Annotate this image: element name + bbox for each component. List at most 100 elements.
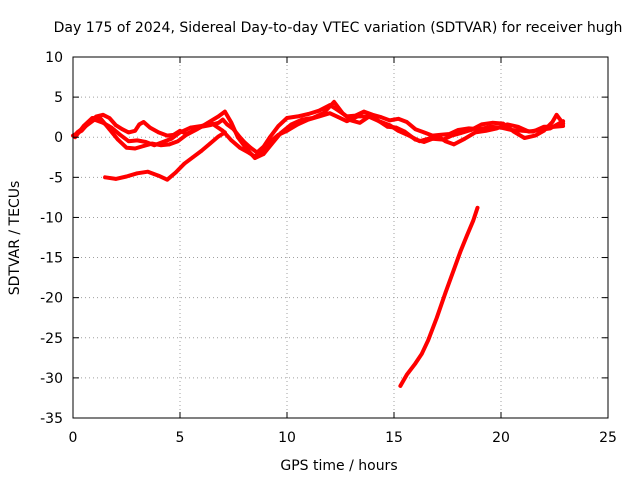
data-point	[90, 116, 95, 120]
data-point	[394, 125, 398, 130]
data-point	[413, 361, 418, 366]
data-point	[103, 175, 107, 180]
data-point	[261, 152, 266, 156]
data-point	[542, 129, 546, 133]
data-point	[516, 125, 520, 129]
data-point	[114, 177, 118, 181]
y-tick-label: 10	[45, 50, 63, 66]
data-point	[471, 218, 476, 223]
data-point	[216, 114, 221, 119]
data-point	[216, 121, 221, 125]
data-point	[458, 250, 463, 254]
x-tick-label: 0	[69, 430, 78, 446]
data-point	[276, 124, 281, 128]
data-point	[405, 372, 409, 377]
data-point	[441, 137, 446, 142]
data-point	[208, 141, 212, 146]
data-point	[161, 140, 165, 144]
data-point	[435, 315, 439, 320]
plot-frame	[72, 56, 609, 419]
data-point	[124, 174, 129, 179]
data-point	[321, 111, 326, 115]
data-point	[377, 119, 381, 123]
data-point	[362, 109, 366, 114]
x-tick-label: 15	[385, 430, 403, 446]
data-point	[141, 120, 146, 124]
data-point	[236, 135, 240, 139]
data-point	[310, 116, 315, 120]
data-point	[158, 143, 163, 147]
x-tick-label: 10	[278, 430, 296, 446]
data-point	[494, 126, 499, 131]
data-point	[554, 113, 559, 117]
y-tick-label: -10	[40, 210, 63, 226]
data-point	[385, 125, 390, 129]
data-point	[522, 136, 527, 140]
data-point	[116, 137, 120, 142]
data-point	[195, 127, 199, 131]
y-tick-label: -20	[40, 291, 63, 307]
y-tick-label: -35	[40, 411, 63, 427]
series-line-track-d	[103, 130, 227, 182]
data-point	[148, 125, 152, 130]
data-point	[229, 138, 234, 143]
data-point	[81, 124, 86, 128]
series-line-track-e	[398, 205, 480, 388]
data-point	[165, 177, 169, 182]
y-tick-label: 5	[54, 90, 63, 106]
data-point	[167, 142, 172, 147]
data-point	[137, 122, 142, 127]
data-point	[188, 125, 193, 130]
axis-ticks: 0 5 10 15 20 25 10 5 0 -5 -10 -15 -20 -25 -30 -35	[40, 50, 617, 446]
data-point	[420, 352, 424, 356]
data-point	[191, 155, 195, 160]
data-point	[165, 133, 169, 138]
data-series	[71, 99, 566, 388]
data-point	[244, 146, 249, 151]
data-point	[349, 118, 354, 123]
data-point	[225, 122, 229, 127]
data-point	[452, 142, 456, 147]
data-point	[206, 121, 210, 125]
data-point	[484, 129, 488, 133]
data-point	[317, 108, 321, 113]
data-point	[146, 169, 150, 174]
data-point	[238, 145, 242, 150]
data-point	[328, 111, 332, 115]
data-point	[387, 118, 392, 123]
data-point	[533, 133, 537, 138]
data-point	[561, 121, 565, 126]
data-point	[426, 338, 431, 343]
data-point	[358, 121, 362, 125]
data-point	[120, 127, 124, 131]
data-point	[169, 137, 174, 141]
data-point	[156, 173, 161, 178]
data-point	[402, 129, 407, 134]
data-point	[114, 123, 118, 127]
data-point	[452, 267, 456, 272]
data-point	[430, 137, 435, 141]
data-point	[268, 135, 272, 139]
data-point	[124, 145, 129, 150]
y-tick-label: -15	[40, 251, 63, 267]
data-point	[368, 113, 373, 118]
data-point	[405, 120, 409, 124]
data-point	[443, 291, 448, 295]
data-point	[300, 117, 304, 122]
data-point	[465, 234, 469, 238]
data-point	[248, 145, 253, 150]
data-point	[99, 117, 103, 121]
data-point	[221, 117, 225, 122]
data-point	[379, 115, 384, 119]
data-point	[101, 113, 105, 117]
y-tick-label: -30	[40, 371, 63, 387]
data-point	[229, 121, 234, 125]
data-point	[550, 120, 555, 124]
x-axis-label: GPS time / hours	[280, 458, 397, 474]
data-point	[223, 109, 227, 114]
data-point	[473, 130, 478, 135]
y-axis-label: SDTVAR / TECUs	[7, 181, 23, 296]
data-point	[289, 122, 294, 127]
data-point	[345, 119, 349, 123]
data-point	[336, 115, 341, 119]
